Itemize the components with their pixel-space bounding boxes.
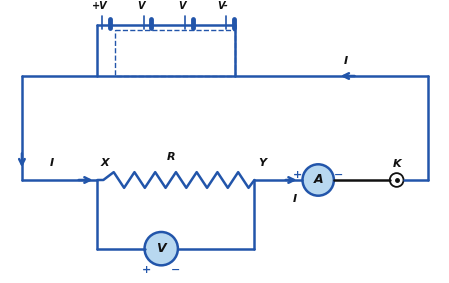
- Text: V: V: [137, 1, 145, 11]
- Text: K: K: [392, 159, 401, 169]
- Text: V: V: [178, 1, 185, 11]
- Text: +V: +V: [92, 1, 107, 11]
- Circle shape: [145, 232, 178, 265]
- Circle shape: [390, 173, 404, 187]
- Text: I: I: [49, 158, 53, 168]
- Text: R: R: [167, 152, 176, 162]
- Text: V: V: [156, 242, 166, 255]
- Text: Y: Y: [258, 158, 266, 168]
- Text: I: I: [293, 194, 297, 204]
- Text: A: A: [313, 173, 323, 186]
- Text: I: I: [343, 56, 348, 66]
- Text: X: X: [101, 158, 110, 168]
- Text: V-: V-: [218, 1, 229, 11]
- Text: +: +: [293, 170, 302, 180]
- Text: +: +: [142, 265, 151, 275]
- Circle shape: [303, 164, 334, 196]
- Text: −: −: [171, 265, 180, 275]
- Text: −: −: [334, 170, 343, 180]
